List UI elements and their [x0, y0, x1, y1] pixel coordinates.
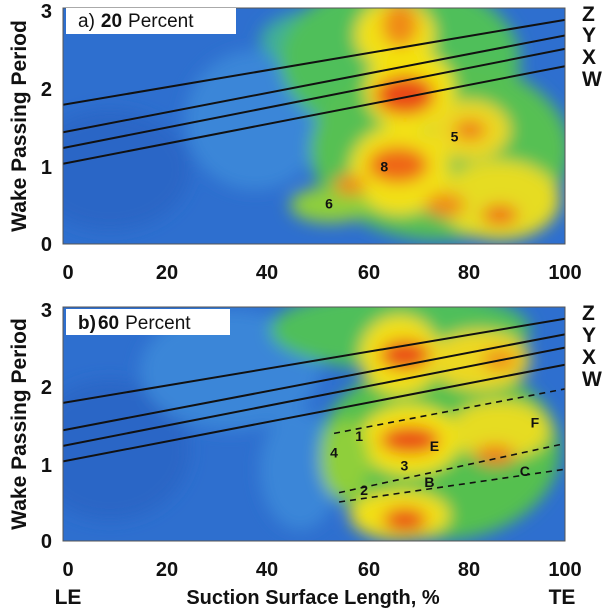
panel-a-xtick-20: 20	[156, 262, 178, 284]
wake-line-z	[63, 18, 565, 106]
dashed-boundary-line	[338, 442, 565, 494]
panel-b-xtick-40: 40	[256, 559, 278, 581]
panel-a-ytick-0: 0	[41, 234, 52, 256]
region-label: 6	[325, 195, 333, 211]
panel-a-line-label-w: W	[582, 68, 602, 91]
leading-edge-label: LE	[55, 586, 82, 609]
panel-a-xtick-80: 80	[458, 262, 480, 284]
region-label: 1	[355, 428, 363, 444]
panel-b: b) 60 Percent Wake Passing Period 3 2 1 0 …	[8, 300, 602, 581]
panel-a-xtick-0: 0	[62, 262, 73, 284]
panel-b-ylabel: Wake Passing Period	[8, 318, 31, 530]
panel-a-ylabel: Wake Passing Period	[8, 20, 31, 232]
wake-line-z	[63, 317, 565, 404]
wake-line-y	[63, 34, 565, 134]
panel-a-line-label-z: Z	[582, 3, 595, 26]
region-label: E	[430, 438, 439, 454]
region-label: 2	[360, 482, 368, 498]
panel-a-ytick-1: 1	[41, 157, 52, 179]
region-label: C	[520, 463, 530, 479]
panel-b-region-labels: 1 4 E F 3B C 2	[330, 415, 539, 498]
panel-b-line-label-x: X	[582, 346, 596, 369]
wake-line-x	[63, 47, 565, 150]
region-label: B	[424, 474, 434, 490]
panel-a-wake-lines	[63, 18, 565, 165]
panel-b-xtick-80: 80	[458, 559, 480, 581]
x-axis-label: Suction Surface Length, %	[186, 587, 440, 609]
wake-line-x	[63, 346, 565, 447]
panel-a-title-bg	[66, 8, 236, 34]
wake-line-w	[63, 363, 565, 463]
panel-b-title-bg	[66, 309, 230, 335]
panel-a-frame	[62, 7, 566, 245]
panel-a-line-label-y: Y	[582, 24, 596, 47]
panel-b-wake-lines	[63, 317, 565, 463]
panel-a-xtick-60: 60	[358, 262, 380, 284]
panel-b-xtick-0: 0	[62, 559, 73, 581]
panel-b-frame	[62, 306, 566, 542]
panel-a-ytick-2: 2	[41, 79, 52, 101]
wake-line-w	[63, 65, 565, 165]
region-label: 4	[330, 444, 338, 460]
trailing-edge-label: TE	[549, 586, 576, 609]
panel-a-xtick-100: 100	[548, 262, 581, 284]
wake-line-y	[63, 333, 565, 432]
panel-a: a) 20 Percent Wake Passing Period 3 2 1 0 …	[8, 1, 602, 284]
panel-b-xtick-60: 60	[358, 559, 380, 581]
panel-b-dashed-lines	[333, 388, 565, 503]
panel-a-heatmap	[63, 8, 565, 244]
panel-b-xtick-20: 20	[156, 559, 178, 581]
region-label: 5	[451, 129, 459, 145]
panel-b-line-label-y: Y	[582, 324, 596, 347]
panel-b-ytick-3: 3	[41, 300, 52, 322]
panel-b-line-label-z: Z	[582, 302, 595, 325]
panel-a-ytick-3: 3	[41, 1, 52, 23]
panel-b-heatmap	[63, 307, 565, 541]
region-label: 3	[400, 458, 408, 474]
dashed-boundary-line	[338, 468, 565, 503]
panel-a-xtick-40: 40	[256, 262, 278, 284]
panel-b-ytick-2: 2	[41, 377, 52, 399]
region-label: 8	[380, 158, 388, 174]
panel-b-line-label-w: W	[582, 368, 602, 391]
panel-b-ytick-0: 0	[41, 531, 52, 553]
panel-a-line-label-x: X	[582, 46, 596, 69]
panel-a-region-labels: 5 8 6	[325, 129, 459, 212]
panel-b-xtick-100: 100	[548, 559, 581, 581]
panel-b-ytick-1: 1	[41, 455, 52, 477]
region-label: F	[531, 415, 540, 431]
panel-a-title: a) 20 Percent	[78, 11, 194, 32]
panel-b-title: b) 60 Percent	[78, 313, 191, 334]
